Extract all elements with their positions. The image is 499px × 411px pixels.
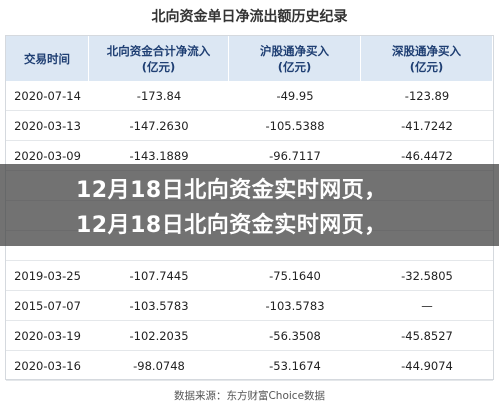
cell: 2020-03-16 xyxy=(6,351,89,381)
banner: 12月18日北向资金实时网页， 12月18日北向资金实时网页， xyxy=(0,164,499,246)
cell: -105.5388 xyxy=(229,111,361,141)
header-cell: 北向资金合计净流入 (亿元) xyxy=(89,36,229,81)
cell: 2015-07-07 xyxy=(6,291,89,321)
table: 交易时间 北向资金合计净流入 (亿元) 沪股通净买入 (亿元) 深股通净买入 (亿元) 202… xyxy=(5,35,494,381)
cell: -147.2630 xyxy=(89,111,229,141)
cell: -41.7242 xyxy=(361,111,493,141)
cell: -53.1674 xyxy=(229,351,361,381)
cell: 2020-03-19 xyxy=(6,321,89,351)
cell: -103.5783 xyxy=(89,291,229,321)
cell: — xyxy=(361,291,493,321)
source: 数据来源：东方财富Choice数据 xyxy=(173,390,326,402)
cell: 2020-03-13 xyxy=(6,111,89,141)
cell: -75.1640 xyxy=(229,261,361,291)
cell: -98.0748 xyxy=(89,351,229,381)
cell: -123.89 xyxy=(361,81,493,111)
header-text: 深股通净买入 xyxy=(392,43,461,58)
header-text: (亿元) xyxy=(141,59,176,74)
header-cell: 深股通净买入 (亿元) xyxy=(361,36,493,81)
banner-text: 12月18日北向资金实时网页， xyxy=(76,178,387,203)
header-cell: 沪股通净买入 (亿元) xyxy=(229,36,361,81)
cell: -44.9074 xyxy=(361,351,493,381)
cell: -56.3508 xyxy=(229,321,361,351)
header-text: (亿元) xyxy=(277,59,312,74)
header-text: 北向资金合计净流入 xyxy=(106,43,211,58)
cell: -102.2035 xyxy=(89,321,229,351)
cell: 2019-03-25 xyxy=(6,261,89,291)
cell: -32.5805 xyxy=(361,261,493,291)
banner-text: 12月18日北向资金实时网页， xyxy=(76,213,387,238)
cell: -103.5783 xyxy=(229,291,361,321)
row-line xyxy=(6,231,493,261)
header-text: 交易时间 xyxy=(24,51,70,66)
header-cell: 交易时间 xyxy=(6,36,89,81)
cell: -173.84 xyxy=(89,81,229,111)
cell: 2020-07-14 xyxy=(6,81,89,111)
cell: -49.95 xyxy=(229,81,361,111)
title: 北向资金单日净流出额历史纪录 xyxy=(151,9,348,25)
header-text: 沪股通净买入 xyxy=(260,43,329,58)
cell: -45.8527 xyxy=(361,321,493,351)
cell: -107.7445 xyxy=(89,261,229,291)
header-text: (亿元) xyxy=(409,59,444,74)
